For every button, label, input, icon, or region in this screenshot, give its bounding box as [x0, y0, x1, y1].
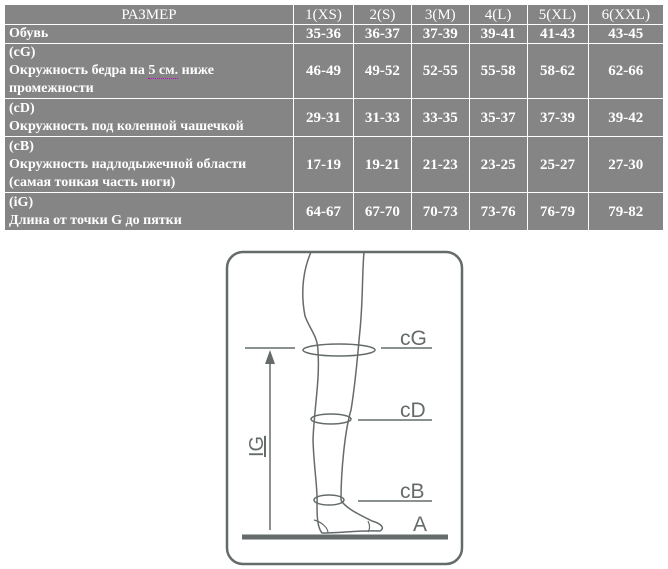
- header-s: 2(S): [353, 4, 412, 25]
- cell: 27-30: [587, 136, 665, 193]
- row-label: (cG) Окружность бедра на 5 см. ниже промеж…: [4, 43, 294, 99]
- cell: 58-62: [526, 43, 589, 99]
- row-code: (iG): [9, 194, 34, 210]
- cell: 67-70: [353, 192, 412, 231]
- leg-outline: [302, 251, 384, 534]
- a-label: A: [413, 513, 427, 536]
- header-xs: 1(XS): [292, 4, 355, 25]
- cell: 37-39: [410, 24, 470, 44]
- table-row: (iG) Длина от точки G до пятки 64-67 67-7…: [4, 192, 665, 231]
- row-label-text: Окружность под коленной чашечкой: [9, 118, 244, 134]
- cell: 37-39: [526, 98, 589, 137]
- row-code: (cB): [9, 138, 34, 154]
- header-xxl: 6(XXL): [587, 4, 665, 25]
- cell: 62-66: [587, 43, 665, 99]
- row-label-text: (самая тонкая часть ноги): [9, 174, 176, 190]
- cell: 64-67: [292, 192, 355, 231]
- row-code: (cG): [9, 45, 36, 60]
- underlined-text: 5 см.: [148, 63, 179, 79]
- table-header-row: РАЗМЕР 1(XS) 2(S) 3(M) 4(L) 5(XL) 6(XXL): [4, 4, 665, 25]
- cell: 49-52: [353, 43, 412, 99]
- row-label-text: Окружность надлодыжечной области: [9, 156, 247, 172]
- row-label: (iG) Длина от точки G до пятки: [4, 192, 294, 231]
- cell: 70-73: [410, 192, 470, 231]
- table-row: (cB) Окружность надлодыжечной области (сам…: [4, 136, 665, 193]
- cg-ring: [302, 343, 376, 357]
- header-xl: 5(XL): [526, 4, 589, 25]
- cell: 76-79: [526, 192, 589, 231]
- row-label: (cB) Окружность надлодыжечной области (сам…: [4, 136, 294, 193]
- cell: 21-23: [410, 136, 470, 193]
- table-row: (cG) Окружность бедра на 5 см. ниже промеж…: [4, 43, 665, 99]
- cell: 46-49: [292, 43, 355, 99]
- row-label-text: Длина от точки G до пятки: [9, 212, 182, 228]
- row-label-text: Окружность бедра на: [9, 63, 145, 78]
- cell: 55-58: [468, 43, 528, 99]
- cell: 43-45: [587, 24, 665, 44]
- cell: 52-55: [410, 43, 470, 99]
- cell: 25-27: [526, 136, 589, 193]
- cell: 33-35: [410, 98, 470, 137]
- cell: 41-43: [526, 24, 589, 44]
- row-label-text: промежности: [9, 81, 94, 96]
- cell: 31-33: [353, 98, 412, 137]
- cb-ring: [313, 494, 345, 506]
- cell: 79-82: [587, 192, 665, 231]
- table-row: (cD) Окружность под коленной чашечкой 29-…: [4, 98, 665, 137]
- cb-label: cB: [400, 480, 425, 503]
- ig-arrow-head: [265, 350, 275, 364]
- cg-label: cG: [400, 327, 427, 350]
- size-table: РАЗМЕР 1(XS) 2(S) 3(M) 4(L) 5(XL) 6(XXL)…: [4, 4, 665, 231]
- cell: 17-19: [292, 136, 355, 193]
- cell: 36-37: [353, 24, 412, 44]
- header-l: 4(L): [468, 4, 528, 25]
- cell: 39-42: [587, 98, 665, 137]
- cd-label: cD: [400, 399, 426, 422]
- cell: 23-25: [468, 136, 528, 193]
- row-label: (cD) Окружность под коленной чашечкой: [4, 98, 294, 137]
- cd-ring: [310, 413, 352, 425]
- row-label-text: ниже: [181, 63, 214, 78]
- diagram-frame: [225, 250, 464, 566]
- toe-line: [313, 519, 371, 534]
- cell: 35-37: [468, 98, 528, 137]
- row-code: (cD): [9, 100, 35, 116]
- ig-label: IG: [246, 436, 268, 457]
- cell: 35-36: [292, 24, 355, 44]
- cell: 29-31: [292, 98, 355, 137]
- header-size: РАЗМЕР: [4, 4, 294, 25]
